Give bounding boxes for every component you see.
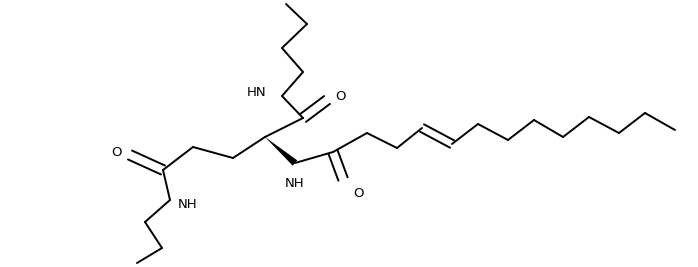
Text: O: O <box>335 89 346 103</box>
Text: HN: HN <box>246 85 266 99</box>
Text: NH: NH <box>178 198 198 210</box>
Text: NH: NH <box>285 177 305 190</box>
Text: O: O <box>112 146 122 159</box>
Text: O: O <box>353 187 364 200</box>
Polygon shape <box>265 137 297 166</box>
